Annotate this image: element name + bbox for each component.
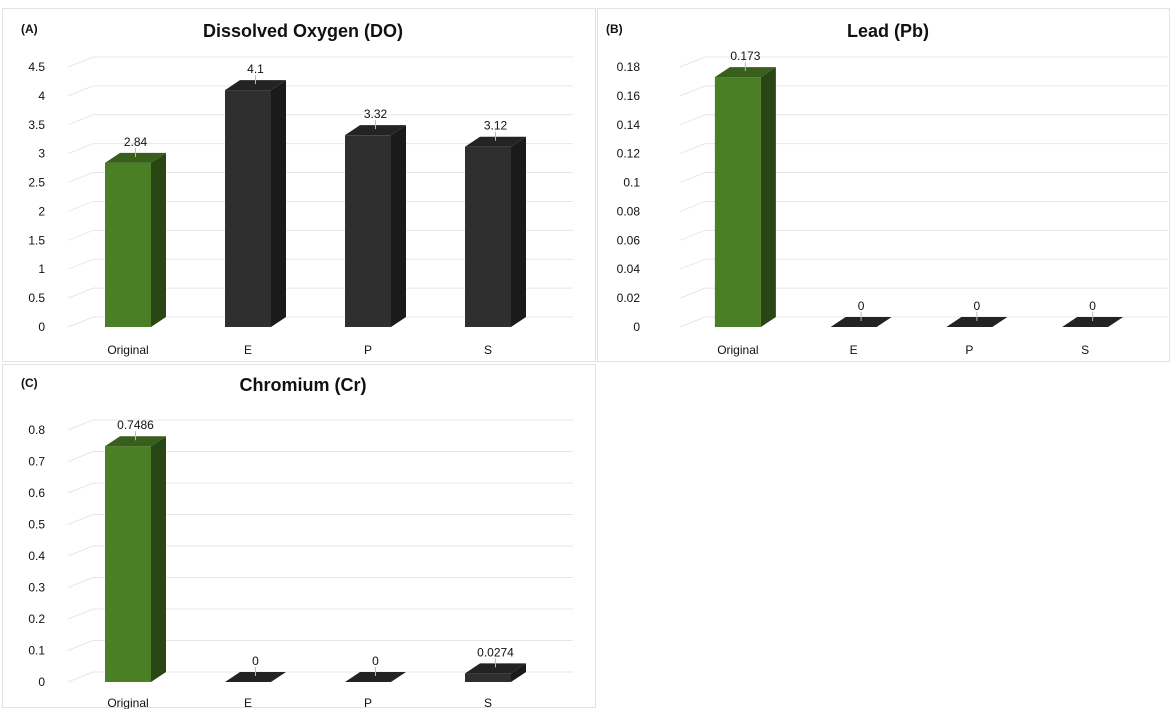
panel-label: (C): [21, 376, 38, 390]
bar-front: [105, 163, 151, 327]
y-tick-label: 0.5: [28, 291, 45, 305]
y-tick-label: 0.4: [28, 549, 45, 563]
y-tick-label: 1: [38, 262, 45, 276]
data-label: 0: [858, 299, 865, 313]
y-tick-label: 2: [38, 204, 45, 218]
data-label: 0: [252, 654, 259, 668]
y-tick-label: 4: [38, 89, 45, 103]
data-label: 0.173: [730, 49, 760, 63]
x-category-label: P: [364, 696, 372, 709]
bar-front: [465, 147, 511, 327]
y-tick-label: 0.04: [617, 262, 641, 276]
x-category-label: E: [244, 696, 252, 709]
y-tick-label: 0.2: [28, 612, 45, 626]
bar-side: [511, 137, 526, 327]
y-tick-label: 0.1: [28, 644, 45, 658]
y-tick-label: 0.5: [28, 518, 45, 532]
x-category-label: Original: [717, 343, 758, 357]
chart-svg: (C) Chromium (Cr) 0 0.1 0.2 0.3 0.4 0.5 0.6 0.7 0.…: [3, 365, 597, 709]
x-category-label: S: [1081, 343, 1089, 357]
bar-front: [105, 446, 151, 682]
bar-front: [465, 673, 511, 682]
chart-title: Lead (Pb): [847, 21, 929, 41]
y-tick-label: 0: [38, 320, 45, 334]
data-label: 3.32: [364, 107, 388, 121]
chart-title: Chromium (Cr): [240, 375, 367, 395]
y-tick-label: 0: [38, 675, 45, 689]
y-tick-label: 0.6: [28, 486, 45, 500]
y-tick-label: 0.06: [617, 233, 641, 247]
chart-panel-cr: (C) Chromium (Cr) 0 0.1 0.2 0.3 0.4 0.5 0.6 0.7 0.…: [2, 364, 596, 708]
chart-svg: (A) Dissolved Oxygen (DO) 0 0.5 1 1.5 2 2.5 3 3.5…: [3, 9, 597, 363]
y-tick-label: 0.12: [617, 147, 641, 161]
y-tick-label: 0: [633, 320, 640, 334]
chart-title: Dissolved Oxygen (DO): [203, 21, 403, 41]
y-tick-label: 3: [38, 147, 45, 161]
data-label: 2.84: [124, 135, 148, 149]
bar-front: [345, 135, 391, 327]
x-category-label: Original: [107, 343, 148, 357]
bar-side: [761, 67, 776, 327]
bar-side: [391, 125, 406, 327]
y-tick-label: 0.18: [617, 60, 641, 74]
data-label: 0: [1089, 299, 1096, 313]
chart-panel-pb: (B) Lead (Pb) 0 0.02 0.04 0.06 0.08 0.1 0.12 0.14…: [597, 8, 1170, 362]
y-tick-label: 4.5: [28, 60, 45, 74]
y-tick-label: 0.16: [617, 89, 641, 103]
x-category-label: P: [965, 343, 973, 357]
y-tick-label: 0.02: [617, 291, 641, 305]
bar-side: [151, 153, 166, 327]
data-label: 0.0274: [477, 645, 514, 659]
x-category-label: Original: [107, 696, 148, 709]
x-category-label: E: [850, 343, 858, 357]
bar-side: [151, 436, 166, 682]
panel-label: (A): [21, 22, 38, 36]
x-category-label: S: [484, 343, 492, 357]
y-tick-label: 3.5: [28, 118, 45, 132]
gridline: [68, 57, 573, 67]
y-tick-label: 0.08: [617, 204, 641, 218]
bar-front: [715, 77, 761, 327]
data-label: 0: [974, 299, 981, 313]
data-label: 0: [372, 654, 379, 668]
gridline: [68, 86, 573, 96]
data-label: 4.1: [247, 62, 264, 76]
chart-svg: (B) Lead (Pb) 0 0.02 0.04 0.06 0.08 0.1 0.12 0.14…: [598, 9, 1171, 363]
bar-front: [225, 90, 271, 327]
data-label: 3.12: [484, 119, 508, 133]
chart-panel-do: (A) Dissolved Oxygen (DO) 0 0.5 1 1.5 2 2.5 3 3.5…: [2, 8, 596, 362]
bar-side: [271, 80, 286, 327]
y-tick-label: 0.14: [617, 118, 641, 132]
y-tick-label: 0.7: [28, 455, 45, 469]
y-tick-label: 0.8: [28, 423, 45, 437]
y-tick-label: 0.3: [28, 581, 45, 595]
panel-label: (B): [606, 22, 623, 36]
x-category-label: E: [244, 343, 252, 357]
y-tick-label: 2.5: [28, 176, 45, 190]
data-label: 0.7486: [117, 418, 154, 432]
y-tick-label: 1.5: [28, 233, 45, 247]
x-category-label: S: [484, 696, 492, 709]
y-tick-label: 0.1: [623, 176, 640, 190]
x-category-label: P: [364, 343, 372, 357]
